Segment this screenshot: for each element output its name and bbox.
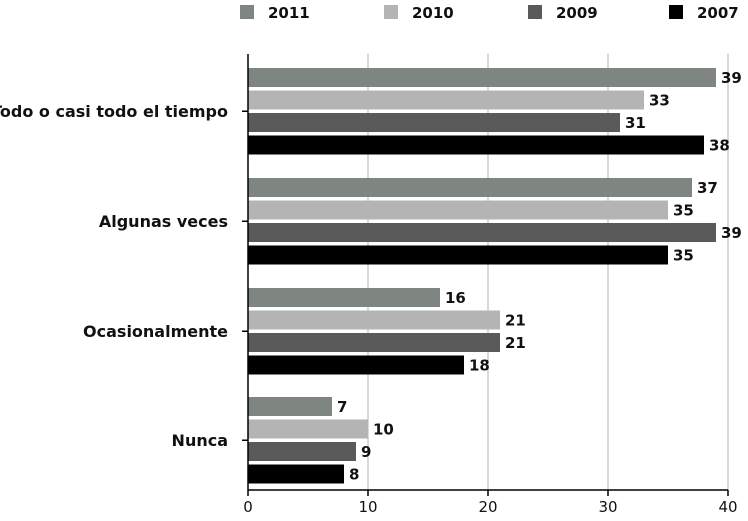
- bar: [248, 288, 440, 307]
- x-tick-label: 20: [478, 498, 497, 516]
- bar-value-label: 16: [445, 289, 466, 307]
- category-label: Ocasionalmente: [83, 322, 228, 341]
- bar: [248, 178, 692, 197]
- bar: [248, 200, 668, 220]
- category-label: Todo o casi todo el tiempo: [0, 102, 228, 121]
- legend-label: 2011: [268, 4, 310, 22]
- legend-swatch: [240, 5, 254, 19]
- bar-value-label: 33: [649, 92, 670, 110]
- legend-swatch: [528, 5, 542, 19]
- x-tick-label: 40: [718, 498, 737, 516]
- bar: [248, 442, 356, 461]
- bar: [248, 245, 668, 265]
- bar-value-label: 37: [697, 179, 718, 197]
- legend-label: 2010: [412, 4, 454, 22]
- legend-swatch: [669, 5, 683, 19]
- bar-value-label: 38: [709, 137, 730, 155]
- bar: [248, 333, 500, 352]
- bar: [248, 310, 500, 330]
- bar: [248, 419, 368, 439]
- legend-label: 2007: [697, 4, 739, 22]
- bar: [248, 68, 716, 87]
- x-tick-label: 10: [358, 498, 377, 516]
- bar: [248, 113, 620, 132]
- bar-value-label: 10: [373, 421, 394, 439]
- legend-swatch: [384, 5, 398, 19]
- bar-value-label: 21: [505, 334, 526, 352]
- bar-value-label: 21: [505, 312, 526, 330]
- bar-value-label: 8: [349, 466, 359, 484]
- bar: [248, 397, 332, 416]
- x-tick-label: 0: [243, 498, 253, 516]
- bar-value-label: 39: [721, 69, 742, 87]
- bar-value-label: 7: [337, 398, 347, 416]
- axes: Todo o casi todo el tiempo Algunas veces O…: [0, 54, 738, 516]
- legend-label: 2009: [556, 4, 598, 22]
- category-label: Algunas veces: [99, 212, 228, 231]
- bar: [248, 135, 704, 155]
- bar-value-label: 39: [721, 224, 742, 242]
- category-label: Nunca: [172, 431, 228, 450]
- bar: [248, 355, 464, 375]
- bar: [248, 464, 344, 484]
- bar: [248, 90, 644, 110]
- bar-value-label: 9: [361, 443, 371, 461]
- bar-value-label: 35: [673, 247, 694, 265]
- bar: [248, 223, 716, 242]
- x-tick-label: 30: [598, 498, 617, 516]
- legend: 2011 2010 2009 2007: [240, 4, 739, 22]
- bar-value-label: 35: [673, 202, 694, 220]
- bar-value-label: 31: [625, 114, 646, 132]
- bar-value-label: 18: [469, 357, 490, 375]
